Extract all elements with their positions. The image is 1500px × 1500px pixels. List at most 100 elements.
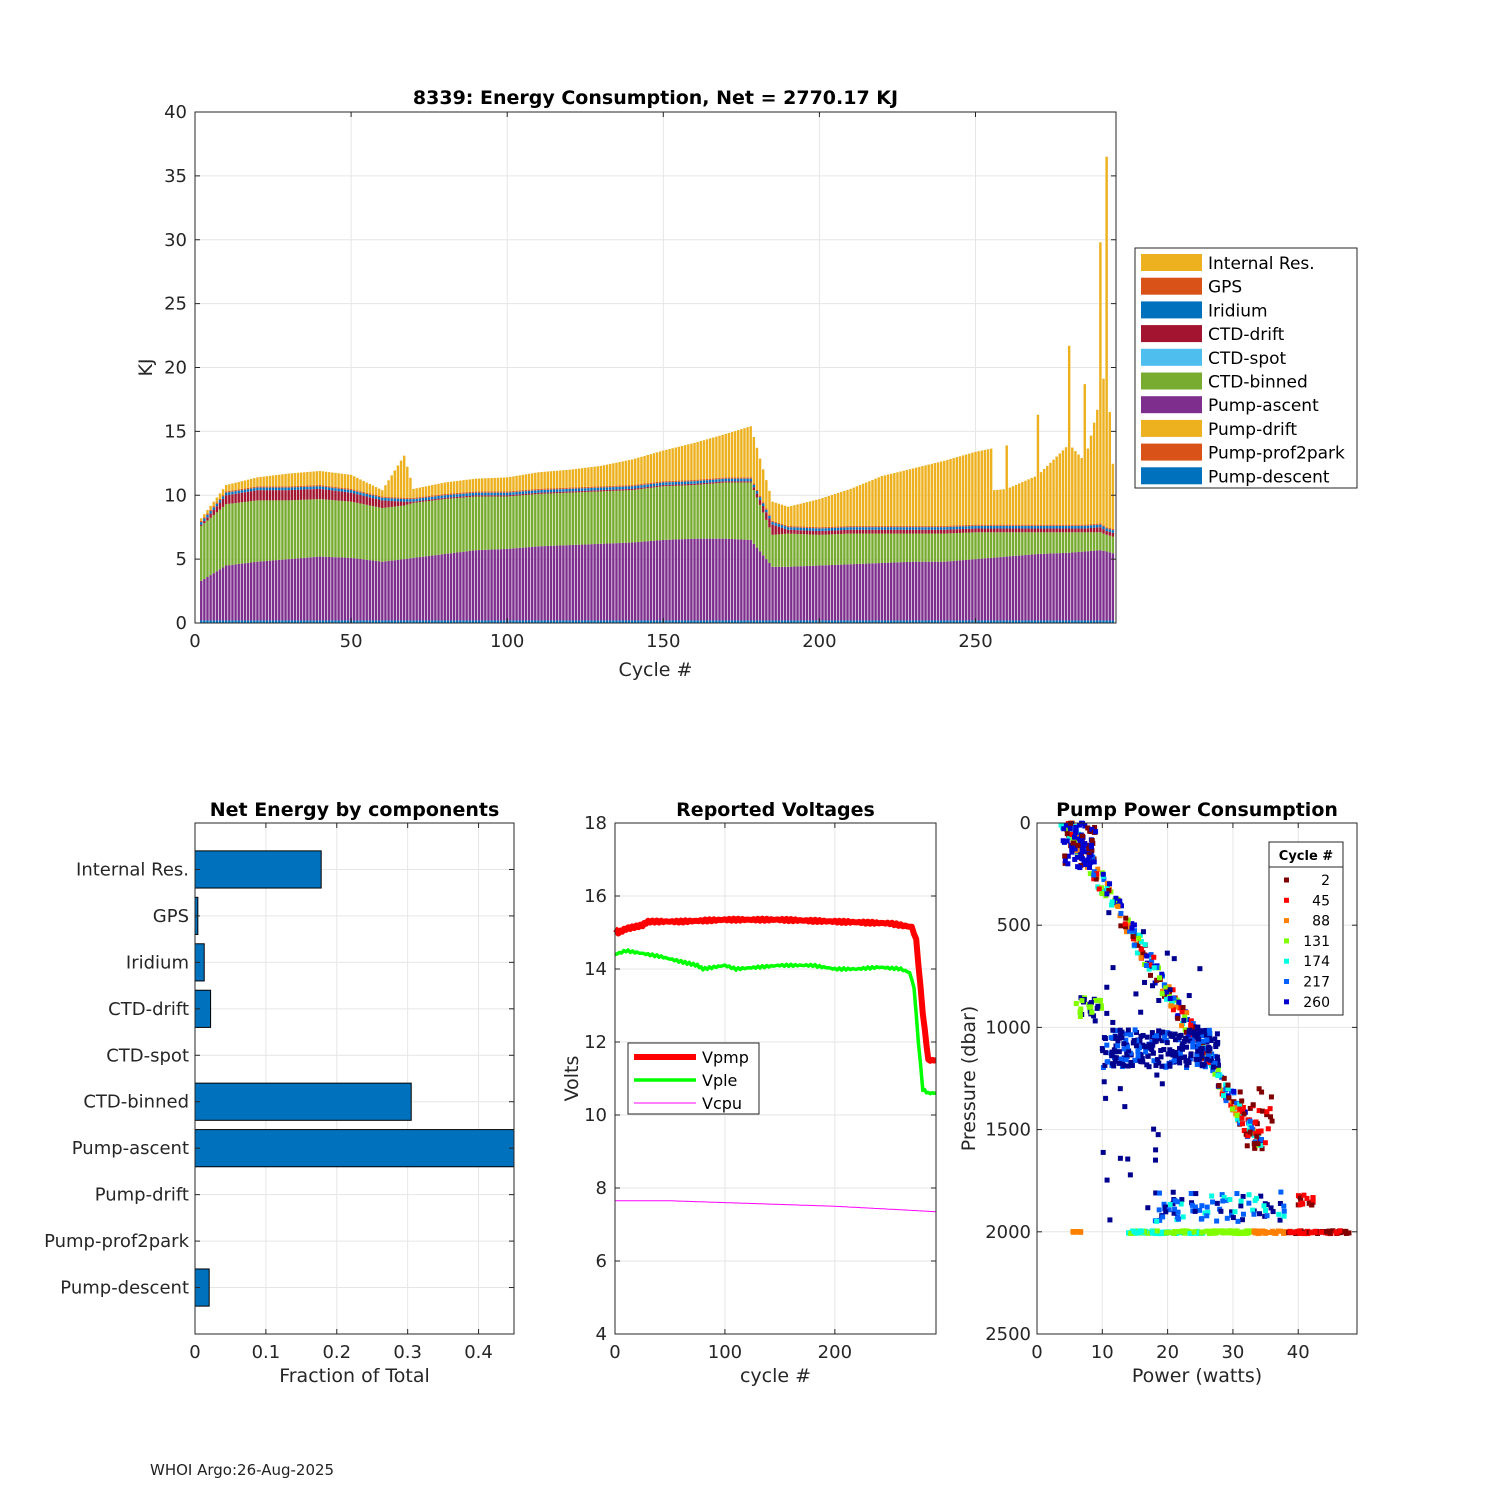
energy-bar-gps xyxy=(687,480,690,482)
voltage-line-vple xyxy=(614,948,937,1096)
scatter-point xyxy=(1149,1039,1155,1045)
energy-bar-pump_ascent xyxy=(421,556,425,621)
energy-bar-ctd_drift xyxy=(368,497,372,506)
energy-bar-gps xyxy=(328,486,331,488)
energy-bar-internal xyxy=(808,501,812,527)
energy-bar-pump_ascent xyxy=(921,561,924,621)
scatter-point xyxy=(1133,1043,1139,1049)
energy-bar-pump_ascent xyxy=(989,557,993,621)
energy-bar-gps xyxy=(1077,524,1080,526)
energy-bar-ctd_drift xyxy=(399,501,403,506)
energy-bar-ctd_drift xyxy=(918,529,921,534)
energy-bar-internal xyxy=(886,474,890,526)
energy-bar-pump_descent xyxy=(677,620,681,623)
energy-bar-iridium xyxy=(278,487,281,491)
energy-bar-pump_descent xyxy=(546,620,550,623)
energy-bar-ctd_drift xyxy=(705,482,709,485)
energy-bar-gps xyxy=(377,495,381,498)
energy-bar-internal xyxy=(624,460,628,486)
energy-bar-iridium xyxy=(359,492,362,495)
energy-bar-iridium xyxy=(737,478,740,482)
energy-bar-gps xyxy=(824,526,827,529)
energy-bar-gps xyxy=(690,480,693,482)
energy-bar-ctd_drift xyxy=(868,529,871,534)
energy-bar-internal xyxy=(259,476,262,487)
energy-bar-ctd_binned xyxy=(337,500,340,558)
energy-bar-iridium xyxy=(228,492,231,495)
energy-bar-gps xyxy=(334,486,337,489)
scatter-point xyxy=(1310,1229,1316,1235)
energy-bar-ctd_binned xyxy=(399,505,403,560)
energy-bar-internal xyxy=(1030,477,1033,525)
energy-bar-gps xyxy=(936,525,940,528)
energy-bar-gps xyxy=(1061,524,1065,526)
energy-bar-pump_descent xyxy=(374,620,378,623)
energy-bar-iridium xyxy=(331,487,334,491)
energy-bar-ctd_drift xyxy=(840,530,843,534)
scatter-point xyxy=(1077,1014,1083,1020)
legend-label: CTD-binned xyxy=(1208,373,1308,393)
energy-bar-ctd_drift xyxy=(406,501,409,505)
scatter-point xyxy=(1145,1230,1151,1236)
energy-bar-ctd_binned xyxy=(877,533,880,564)
energy-bar-pump_ascent xyxy=(687,538,690,621)
scatter-point xyxy=(1204,1204,1210,1210)
energy-bar-ctd_binned xyxy=(406,504,409,559)
energy-bar-gps xyxy=(905,525,909,528)
energy-bar-gps xyxy=(231,490,234,492)
energy-bar-gps xyxy=(630,485,634,487)
x-tick-label: 200 xyxy=(802,631,836,652)
energy-bar-ctd_binned xyxy=(243,501,247,564)
scatter-point xyxy=(1171,1231,1177,1237)
energy-bar-pump_descent xyxy=(530,620,534,623)
energy-bar-pump_ascent xyxy=(1067,552,1071,621)
energy-bar-pump_ascent xyxy=(899,562,902,621)
scatter-point xyxy=(1342,1228,1348,1234)
energy-bar-internal xyxy=(284,473,287,487)
scatter-point xyxy=(1154,1033,1160,1039)
energy-bar-pump_ascent xyxy=(274,560,278,621)
scatter-point xyxy=(1210,1064,1216,1070)
energy-bar-ctd_drift xyxy=(287,490,290,501)
energy-bar-ctd_binned xyxy=(674,485,678,540)
energy-bar-iridium xyxy=(621,486,624,490)
energy-bar-pump_ascent xyxy=(543,546,546,621)
energy-bar-ctd_binned xyxy=(1071,532,1074,553)
energy-bar-pump_ascent xyxy=(615,543,618,621)
energy-bar-ctd_drift xyxy=(880,529,884,534)
energy-bar-ctd_binned xyxy=(200,525,203,581)
energy-bar-internal xyxy=(830,494,834,527)
scatter-point xyxy=(1156,997,1162,1003)
energy-bar-gps xyxy=(765,508,768,510)
energy-bar-pump_ascent xyxy=(840,564,843,621)
energy-bar-internal xyxy=(930,463,934,526)
energy-bar-internal xyxy=(939,461,943,526)
energy-bar-gps xyxy=(590,486,593,488)
energy-bar-ctd_binned xyxy=(293,500,297,559)
scatter-point xyxy=(1094,871,1100,877)
energy-bar-internal xyxy=(1039,472,1043,525)
energy-bar-pump_ascent xyxy=(468,550,471,621)
energy-bar-ctd_drift xyxy=(543,492,546,494)
energy-bar-gps xyxy=(939,525,943,528)
scatter-point xyxy=(1233,1228,1239,1234)
energy-bar-ctd_binned xyxy=(765,519,768,560)
scatter-point xyxy=(1106,887,1112,893)
energy-bar-ctd_binned xyxy=(577,492,581,545)
energy-bar-pump_descent xyxy=(309,620,312,623)
energy-bar-pump_ascent xyxy=(443,554,446,621)
scatter-point xyxy=(1110,1027,1116,1033)
energy-bar-pump_descent xyxy=(381,620,384,623)
scatter-point xyxy=(1101,1079,1107,1085)
energy-bar-iridium xyxy=(487,492,490,496)
scatter-point xyxy=(1181,1038,1187,1044)
energy-bar-iridium xyxy=(671,482,674,485)
energy-bar-iridium xyxy=(811,528,815,531)
energy-bar-gps xyxy=(468,491,471,494)
scatter-point xyxy=(1204,1056,1210,1062)
energy-bar-ctd_drift xyxy=(974,528,977,533)
energy-bar-pump_ascent xyxy=(259,561,262,621)
scatter-point xyxy=(1118,1056,1124,1062)
scatter-point xyxy=(1256,1108,1262,1114)
energy-bar-iridium xyxy=(396,498,400,502)
